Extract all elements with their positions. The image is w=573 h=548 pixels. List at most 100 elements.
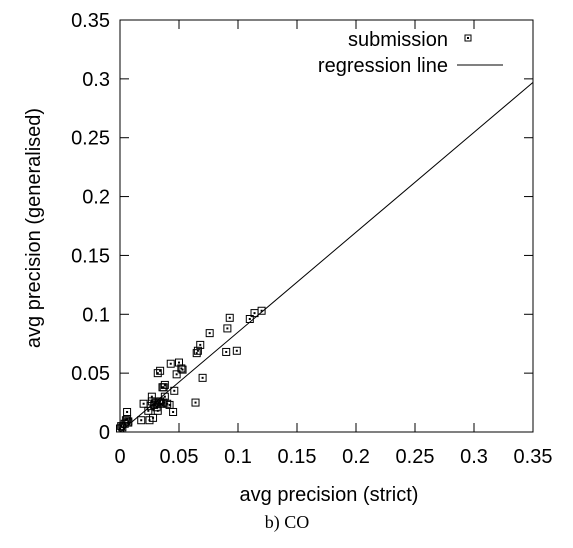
data-point xyxy=(257,306,266,315)
data-point-square xyxy=(225,313,234,322)
data-point-dot xyxy=(228,316,231,319)
data-point-square xyxy=(257,306,266,315)
x-axis-label: avg precision (strict) xyxy=(240,484,419,506)
y-tick-label: 0 xyxy=(99,422,110,444)
y-tick-label: 0.2 xyxy=(82,187,110,209)
data-point-dot xyxy=(235,349,238,352)
data-point-dot xyxy=(163,383,166,386)
data-point-square xyxy=(232,346,241,355)
data-point-square xyxy=(159,383,168,392)
legend-marker-square xyxy=(464,34,472,42)
data-point-dot xyxy=(195,352,198,355)
data-point-square xyxy=(170,386,179,395)
data-point-square xyxy=(123,407,132,416)
data-point-square xyxy=(196,340,205,349)
y-axis-label: avg precision (generalised) xyxy=(23,108,45,348)
data-point-dot xyxy=(194,401,197,404)
data-point-dot xyxy=(201,376,204,379)
y-tick-label: 0.05 xyxy=(71,363,110,385)
data-point-dot xyxy=(160,402,163,405)
data-point-square xyxy=(163,399,172,408)
x-tick-label: 0.05 xyxy=(160,446,199,468)
data-point-square xyxy=(144,406,153,415)
data-point-dot xyxy=(181,368,184,371)
data-point-dot xyxy=(126,410,129,413)
data-point xyxy=(144,406,153,415)
data-point-square xyxy=(178,365,187,374)
data-point-dot xyxy=(140,419,143,422)
data-point xyxy=(177,364,186,373)
submission-points xyxy=(116,306,266,433)
data-point xyxy=(191,398,200,407)
y-tick-label: 0.15 xyxy=(71,245,110,267)
plot-frame xyxy=(119,19,534,433)
data-point-dot xyxy=(127,420,130,423)
data-point xyxy=(196,340,205,349)
data-point-dot xyxy=(208,332,211,335)
data-point xyxy=(170,386,179,395)
data-point xyxy=(198,373,207,382)
figure-caption: b) CO xyxy=(265,512,310,533)
data-point-square xyxy=(154,398,163,407)
data-point xyxy=(223,324,232,333)
data-point-dot xyxy=(178,361,180,364)
data-point xyxy=(159,383,168,392)
data-point-dot xyxy=(163,395,166,398)
data-point-dot xyxy=(169,362,172,365)
data-point-square xyxy=(153,369,162,378)
y-tick-label: 0.35 xyxy=(71,10,110,32)
x-tick-label: 0.2 xyxy=(342,446,370,468)
y-axis-ticks: 0 0.05 0.1 0.15 0.2 0.25 0.3 0.35 xyxy=(71,10,533,444)
data-point xyxy=(178,365,187,374)
data-point xyxy=(166,359,175,368)
data-point-square xyxy=(193,346,202,355)
legend-label-regression-line: regression line xyxy=(318,55,448,77)
data-point-dot xyxy=(159,369,162,372)
data-point-square xyxy=(198,373,207,382)
data-point-dot xyxy=(124,419,127,422)
legend-marker-dot xyxy=(467,37,469,39)
data-point-dot xyxy=(147,409,150,412)
data-point-square xyxy=(223,324,232,333)
data-point-dot xyxy=(248,317,251,320)
data-point xyxy=(149,413,158,422)
data-point-dot xyxy=(172,410,175,413)
data-point-dot xyxy=(226,327,229,330)
data-point xyxy=(123,407,132,416)
data-point xyxy=(121,416,130,425)
data-point xyxy=(160,380,169,389)
data-point-square xyxy=(149,413,158,422)
data-point xyxy=(192,349,201,358)
data-point-dot xyxy=(150,395,153,398)
data-point xyxy=(169,407,178,416)
regression-line xyxy=(119,82,534,433)
data-point xyxy=(139,399,148,408)
data-point xyxy=(153,369,162,378)
data-point-dot xyxy=(199,343,202,346)
data-point xyxy=(154,398,163,407)
data-point xyxy=(137,416,146,425)
data-point-dot xyxy=(142,402,145,405)
data-point-dot xyxy=(156,372,159,375)
data-point xyxy=(205,329,214,338)
data-point-dot xyxy=(156,409,159,412)
data-point xyxy=(222,347,231,356)
data-point-dot xyxy=(166,402,169,405)
data-point-dot xyxy=(173,389,176,392)
y-tick-label: 0.1 xyxy=(82,304,110,326)
data-point xyxy=(156,366,165,375)
x-tick-label: 0 xyxy=(114,446,125,468)
data-point-square xyxy=(169,407,178,416)
data-point-dot xyxy=(152,416,155,419)
data-point xyxy=(232,346,241,355)
legend-label-submission: submission xyxy=(348,29,448,51)
x-tick-label: 0.25 xyxy=(396,446,435,468)
y-tick-label: 0.3 xyxy=(82,69,110,91)
data-point-dot xyxy=(225,350,228,353)
data-point-square xyxy=(177,364,186,373)
data-point-square xyxy=(160,380,169,389)
data-point-dot xyxy=(168,403,171,406)
data-point-square xyxy=(156,366,165,375)
data-point-square xyxy=(205,329,214,338)
